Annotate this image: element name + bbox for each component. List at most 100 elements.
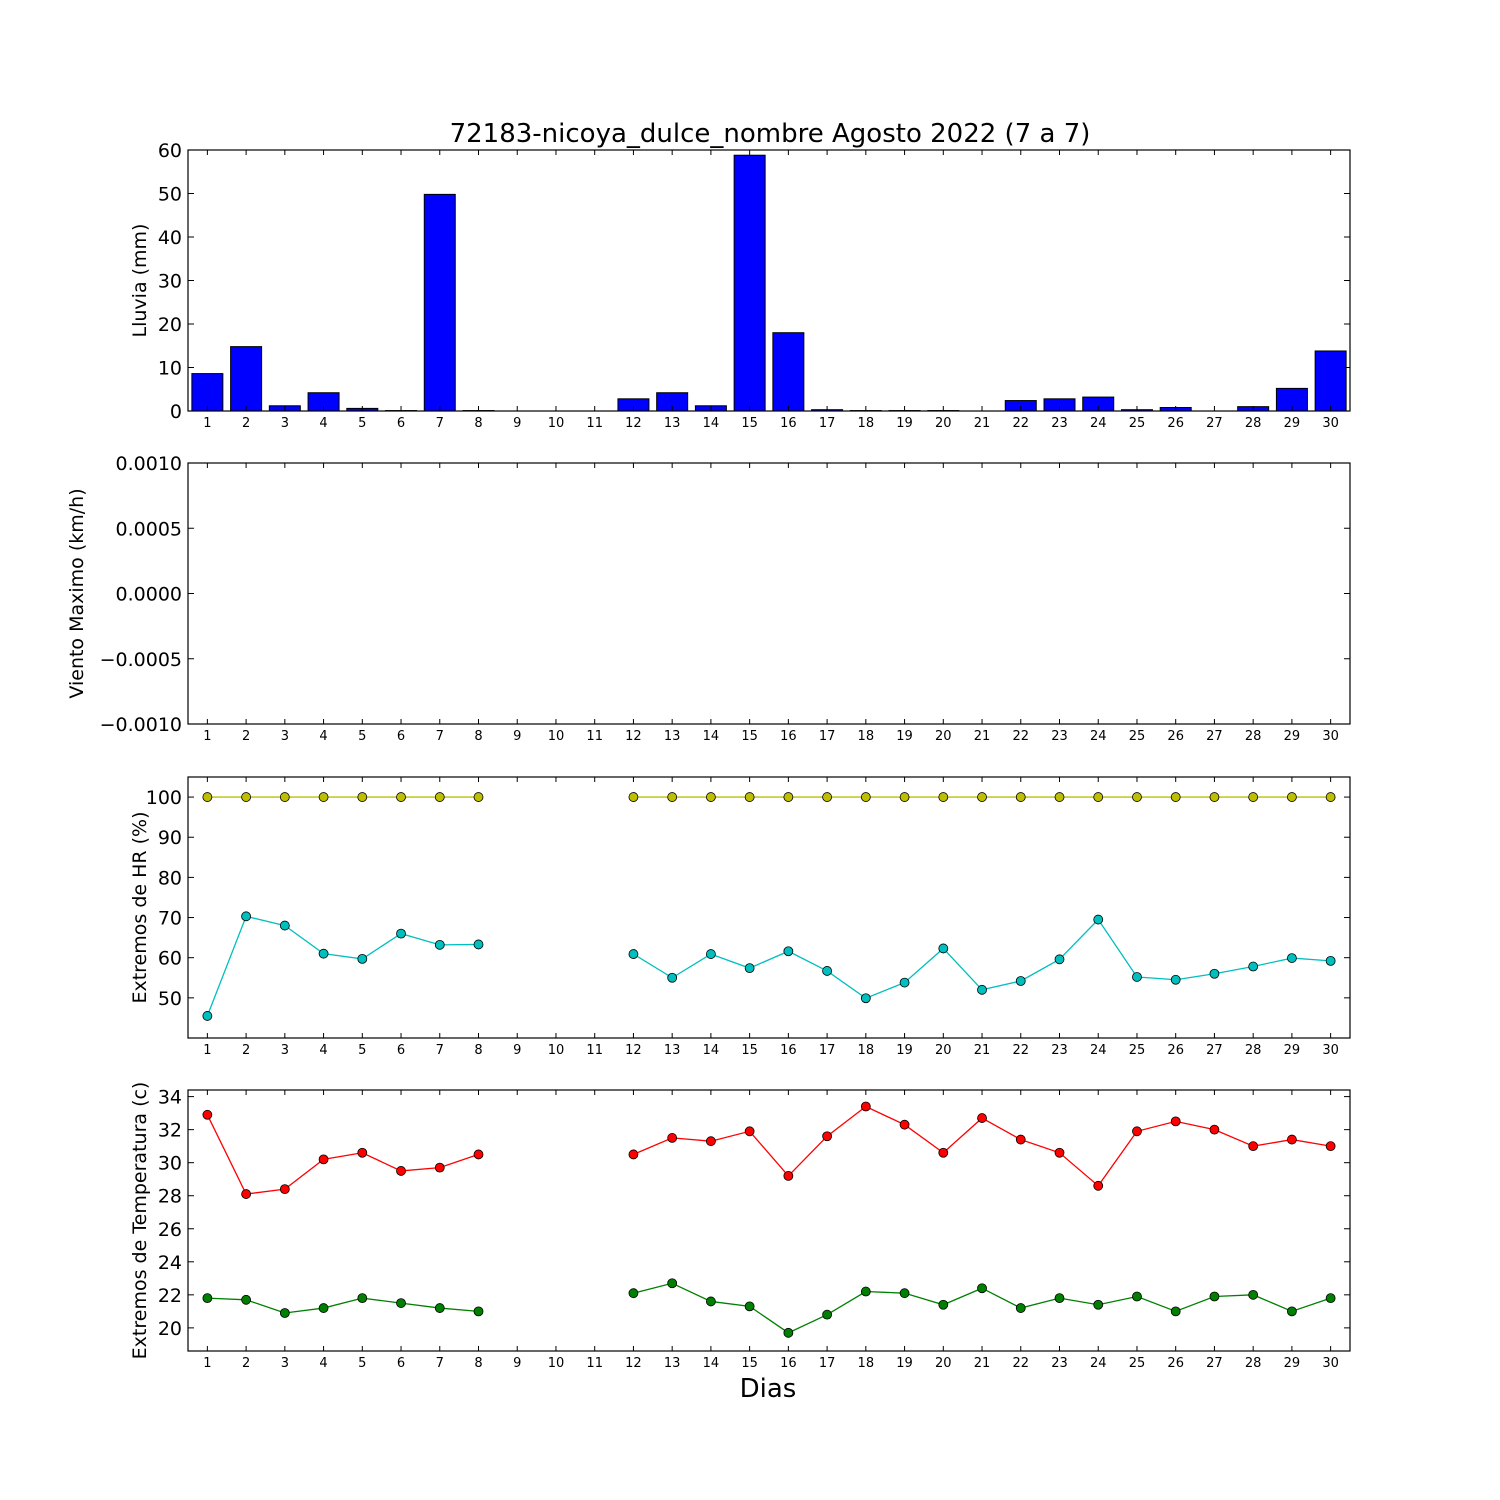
panel-3: 1 2 3 4 5 6 7 8 9 10 11 12 13 14 15 16 17 18 19 20 21 22 23 24 2… (129, 776, 1351, 1058)
series-2-point-day-6 (396, 1298, 406, 1308)
y-tick-label: 22 (158, 1285, 182, 1307)
series-2-point-day-12 (628, 949, 639, 959)
x-tick-label: 26 (1167, 729, 1184, 744)
x-tick-label: 2 (242, 416, 250, 431)
series-2-point-day-7 (434, 1303, 445, 1313)
series-1-point-day-24 (1093, 1180, 1104, 1191)
series-2-point-day-28 (1248, 1289, 1259, 1300)
x-tick-label: 2 (242, 1043, 250, 1058)
x-tick-label: 20 (935, 1043, 952, 1058)
x-tick-label: 27 (1206, 1356, 1223, 1371)
x-tick-label: 3 (281, 1356, 289, 1371)
series-2-point-day-16 (783, 946, 794, 957)
x-tick-label: 28 (1245, 729, 1262, 744)
series-2-point-day-3 (279, 1308, 290, 1318)
series-1-point-day-23 (1054, 1147, 1065, 1158)
series-2-point-day-2 (241, 1294, 252, 1305)
x-tick-label: 18 (858, 416, 875, 431)
series-2-point-day-21 (977, 1283, 987, 1294)
bar-day-7 (423, 193, 456, 412)
y-tick-label: 90 (158, 827, 182, 849)
series-1-point-day-7 (434, 792, 445, 802)
series-2-point-day-17 (822, 1309, 832, 1320)
x-tick-label: 5 (358, 1043, 366, 1058)
x-tick-label: 22 (1012, 1043, 1029, 1058)
series-2-point-day-1 (202, 1293, 213, 1304)
bar-day-30 (1314, 350, 1347, 412)
series-2-point-day-1 (202, 1011, 213, 1021)
x-tick-label: 10 (548, 416, 565, 431)
series-2-point-day-8 (473, 939, 484, 950)
bar-day-2 (230, 346, 263, 412)
series-1-point-day-22 (1015, 1134, 1026, 1145)
x-tick-label: 16 (780, 416, 797, 431)
x-tick-label: 21 (974, 1356, 991, 1371)
y-axis-label: Lluvia (mm) (129, 224, 151, 338)
series-1-line-segment-1 (206, 1114, 479, 1195)
x-tick-label: 7 (436, 1356, 444, 1371)
series-1-point-day-30 (1325, 1141, 1336, 1152)
series-2-point-day-26 (1170, 1306, 1181, 1317)
y-tick-label: 32 (158, 1120, 182, 1142)
plot-frame (187, 149, 1351, 412)
x-tick-label: 6 (397, 729, 405, 744)
x-tick-label: 26 (1167, 416, 1184, 431)
x-tick-label: 27 (1206, 729, 1223, 744)
x-tick-label: 28 (1245, 416, 1262, 431)
series-1-point-day-24 (1093, 792, 1104, 802)
x-tick-label: 15 (741, 729, 758, 744)
x-tick-label: 10 (548, 729, 565, 744)
panels: 1 2 3 4 5 6 7 8 9 10 11 12 13 14 15 16 17 18 19 20 21 22 23 24 2… (66, 140, 1351, 1371)
series-1-point-day-4 (318, 792, 329, 802)
series-2-point-day-25 (1132, 972, 1142, 982)
series-1-point-day-6 (396, 792, 406, 802)
series-1-point-day-26 (1170, 1116, 1181, 1127)
x-tick-label: 16 (780, 1356, 797, 1371)
series-2-point-day-29 (1287, 1306, 1297, 1317)
x-tick-label: 23 (1051, 416, 1068, 431)
series-1-point-day-15 (744, 1126, 755, 1137)
x-tick-label: 8 (474, 729, 482, 744)
x-tick-label: 23 (1051, 729, 1068, 744)
x-tick-label: 14 (703, 416, 720, 431)
x-tick-label: 12 (625, 1043, 642, 1058)
series-1-point-day-16 (783, 792, 794, 802)
x-tick-label: 19 (896, 729, 913, 744)
series-2-point-day-26 (1170, 974, 1181, 985)
x-tick-label: 1 (203, 416, 211, 431)
x-tick-label: 1 (203, 1043, 211, 1058)
x-tick-label: 26 (1167, 1356, 1184, 1371)
series-2-point-day-15 (744, 1301, 755, 1312)
series-1-point-day-12 (628, 1149, 639, 1160)
series-1-point-day-7 (434, 1162, 445, 1173)
x-tick-label: 9 (513, 1356, 521, 1371)
x-tick-label: 22 (1012, 1356, 1029, 1371)
x-tick-label: 6 (397, 1356, 405, 1371)
series-1-point-day-27 (1209, 792, 1220, 802)
series-1-point-day-2 (241, 1189, 252, 1199)
x-tick-label: 23 (1051, 1043, 1068, 1058)
series-2-point-day-13 (667, 972, 678, 983)
x-tick-label: 21 (974, 729, 991, 744)
series-1-point-day-5 (357, 1147, 368, 1158)
y-tick-label: 80 (158, 867, 182, 889)
series-1-point-day-25 (1132, 792, 1142, 802)
y-tick-label: 40 (158, 227, 182, 249)
series-2-point-day-30 (1325, 956, 1336, 966)
y-tick-label: 20 (158, 1318, 182, 1340)
x-tick-label: 15 (741, 1043, 758, 1058)
series-2-point-day-15 (744, 963, 755, 974)
y-tick-label: 50 (158, 184, 182, 206)
x-tick-label: 18 (858, 729, 875, 744)
series-1-point-day-14 (706, 792, 716, 802)
y-tick-label: 0.0010 (116, 453, 182, 475)
x-tick-label: 23 (1051, 1356, 1068, 1371)
y-axis-label: Viento Maximo (km/h) (66, 488, 88, 698)
series-2-point-day-2 (241, 911, 252, 922)
series-2-point-day-13 (667, 1278, 678, 1289)
series-1-point-day-28 (1248, 792, 1259, 802)
figure-title: 72183-nicoya_dulce_nombre Agosto 2022 (7… (450, 119, 1091, 149)
x-tick-label: 25 (1129, 1356, 1146, 1371)
x-tick-label: 14 (703, 1356, 720, 1371)
series-2-point-day-17 (822, 966, 832, 976)
